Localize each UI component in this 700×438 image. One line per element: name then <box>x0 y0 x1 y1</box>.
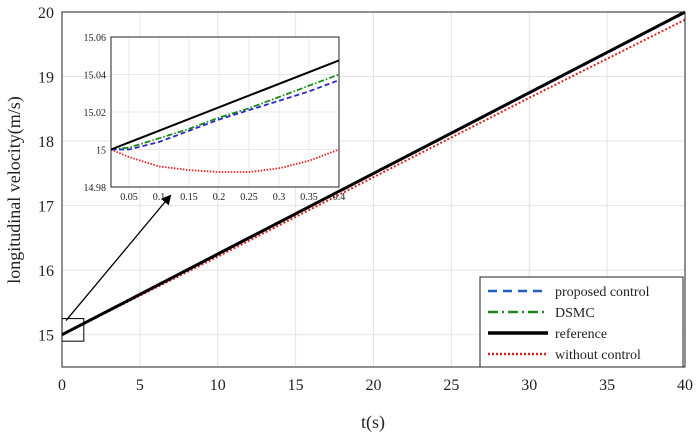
inset-x-tick-label: 0.2 <box>213 192 226 203</box>
zoom-box <box>61 318 85 342</box>
x-tick-label: 20 <box>366 377 382 394</box>
y-tick-labels: 15 16 17 18 19 20 <box>38 5 54 345</box>
x-tick-label: 5 <box>136 377 144 394</box>
x-tick-label: 0 <box>58 377 66 394</box>
inset-x-tick-label: 0.1 <box>153 192 166 203</box>
inset-chart: 0.05 0.1 0.15 0.2 0.25 0.3 0.35 0.4 14.98 15 15.0… <box>84 33 346 203</box>
inset-series-line-without-control <box>110 148 340 173</box>
plot-frame <box>61 11 686 368</box>
inset-series-line-proposed-control <box>111 79 340 151</box>
inset-y-tick-label: 14.98 <box>84 183 107 194</box>
inset-frame <box>110 36 340 188</box>
legend-label: DSMC <box>555 306 595 321</box>
series-line-without-control <box>61 18 686 336</box>
inset-x-tick-labels: 0.05 0.1 0.15 0.2 0.25 0.3 0.35 0.4 <box>120 192 345 203</box>
y-tick-label: 19 <box>38 70 54 87</box>
zoom-arrow <box>65 194 172 322</box>
inset-y-tick-label: 15 <box>96 146 106 157</box>
legend-label: reference <box>555 327 607 342</box>
legend: proposed control DSMC reference without con… <box>479 276 684 368</box>
y-tick-label: 18 <box>38 134 54 151</box>
y-tick-label: 16 <box>38 263 54 280</box>
legend-label: without control <box>555 348 641 363</box>
inset-series-line-reference <box>110 59 340 151</box>
legend-box <box>479 276 684 368</box>
legend-label: proposed control <box>555 285 650 300</box>
inset-x-tick-label: 0.05 <box>120 192 138 203</box>
inset-y-tick-labels: 14.98 15 15.02 15.04 15.06 <box>84 33 107 194</box>
inset-x-tick-label: 0.4 <box>333 192 346 203</box>
inset-y-tick-label: 15.06 <box>84 33 107 44</box>
y-axis-label: longitudinal velocity(m/s) <box>4 96 25 283</box>
inset-y-tick-label: 15.04 <box>84 71 107 82</box>
inset-series-group <box>110 59 340 173</box>
inset-series-line-DSMC <box>110 73 340 151</box>
main-series-group <box>61 10 686 337</box>
x-tick-label: 35 <box>599 377 615 394</box>
inset-x-tick-label: 0.15 <box>180 192 198 203</box>
x-axis-label: t(s) <box>361 412 385 433</box>
y-tick-label: 17 <box>38 199 54 216</box>
inset-x-tick-label: 0.35 <box>300 192 318 203</box>
y-tick-label: 20 <box>38 5 54 22</box>
x-tick-label: 25 <box>443 377 459 394</box>
x-tick-label: 30 <box>521 377 537 394</box>
inset-x-tick-label: 0.25 <box>240 192 258 203</box>
x-tick-label: 10 <box>210 377 226 394</box>
x-tick-label: 40 <box>677 377 693 394</box>
x-tick-label: 15 <box>288 377 304 394</box>
x-tick-labels: 0 5 10 15 20 25 30 35 40 <box>58 377 693 394</box>
inset-y-tick-label: 15.02 <box>84 108 107 119</box>
inset-x-tick-label: 0.3 <box>273 192 286 203</box>
series-line-reference <box>61 10 686 337</box>
y-tick-label: 15 <box>38 328 54 345</box>
